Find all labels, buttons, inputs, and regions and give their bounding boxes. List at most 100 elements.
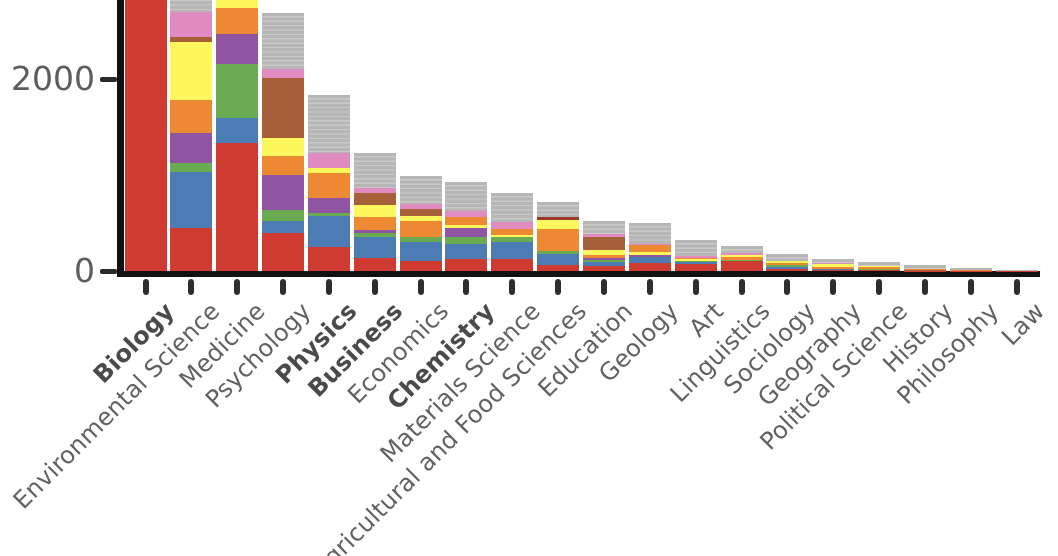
bar-segment-orange [216, 8, 259, 34]
bar-segment-green [583, 260, 625, 262]
bar-sociology [766, 254, 809, 271]
bar-segment-green [766, 265, 809, 268]
bar-segment-orange [766, 263, 809, 266]
bar-segment-blue [766, 267, 809, 270]
bar-segment-orange [307, 173, 350, 199]
bar-segment-gray [720, 246, 763, 253]
x-tick-political-science [876, 279, 883, 295]
bar-segment-gray [445, 182, 488, 211]
bar-segment-gray [491, 193, 534, 223]
bar-segment-orange [812, 266, 855, 269]
bar-segment-pink [720, 252, 763, 255]
bar-segment-yellow [445, 225, 488, 229]
bar-business [353, 152, 396, 271]
bar-physics [307, 95, 350, 271]
bar-segment-blue [628, 256, 671, 263]
bar-segment-red [399, 260, 442, 271]
bar-segment-gray [628, 222, 671, 244]
x-tick-physics [325, 279, 332, 295]
x-tick-education [601, 279, 607, 295]
bar-segment-orange [491, 228, 534, 235]
bar-segment-green [399, 236, 442, 242]
x-tick-materials-science [509, 279, 516, 295]
bar-segment-green [445, 237, 488, 244]
x-tick-psychology [280, 279, 287, 295]
bar-segment-blue [491, 242, 534, 259]
y-axis-line [117, 0, 124, 277]
bar-segment-gray [170, 0, 213, 12]
bar-segment-red [491, 259, 534, 271]
bar-segment-orange [628, 245, 671, 253]
bar-segment-gray [353, 152, 396, 188]
x-tick-art [692, 279, 699, 295]
bar-segment-pink [812, 262, 855, 265]
bar-segment-brown [170, 36, 213, 42]
bar-segment-pink [307, 153, 350, 169]
bar-segment-orange [262, 156, 305, 175]
bar-segment-orange [583, 255, 625, 258]
bar-segment-pink [583, 233, 625, 237]
bar-segment-green [674, 260, 717, 263]
bar-segment-blue [812, 268, 855, 270]
bar-segment-yellow [537, 219, 580, 230]
bar-segment-blue [216, 118, 259, 144]
bar-segment-gray [766, 254, 809, 261]
bar-history [903, 264, 946, 271]
bar-segment-orange [445, 217, 488, 226]
bar-segment-gray [537, 201, 580, 217]
bar-chemistry [445, 182, 488, 271]
bar-segment-purple [262, 174, 305, 210]
bar-segment-orange [720, 257, 763, 260]
bar-segment-green [858, 268, 901, 271]
x-tick-medicine [234, 279, 241, 295]
bar-segment-gray [995, 269, 1038, 271]
bar-segment-red [537, 265, 580, 271]
bar-segment-orange [399, 221, 442, 237]
y-tick-0 [100, 268, 117, 274]
bar-art [674, 239, 717, 271]
bar-segment-green [170, 162, 213, 173]
bar-segment-brown [903, 269, 946, 271]
bar-segment-green [307, 212, 350, 217]
bar-segment-red [445, 259, 488, 271]
bar-segment-blue [583, 261, 625, 266]
bar-economics [399, 175, 442, 271]
bar-segment-pink [262, 68, 305, 79]
bar-segment-red [858, 270, 901, 271]
bar-segment-green [491, 237, 534, 243]
bar-law [995, 269, 1038, 271]
x-tick-environmental-science [188, 279, 195, 295]
x-tick-sociology [784, 279, 791, 295]
bar-segment-green [353, 233, 396, 237]
bar-segment-yellow [170, 41, 213, 101]
x-tick-geography [830, 279, 837, 295]
bar-segment-gray [674, 239, 717, 257]
bar-segment-gray [399, 175, 442, 205]
x-tick-economics [417, 279, 424, 295]
bar-segment-yellow [858, 265, 901, 268]
bar-segment-maroon [537, 216, 580, 220]
bar-segment-yellow [766, 260, 809, 264]
x-tick-philosophy [967, 279, 974, 295]
bar-segment-red [674, 263, 717, 271]
bar-education [583, 221, 625, 271]
bar-segment-blue [353, 236, 396, 259]
bar-segment-red [583, 265, 625, 271]
bar-segment-blue [170, 172, 213, 228]
bar-segment-brown [262, 78, 305, 139]
y-axis-label-0: 0 [74, 251, 95, 290]
bar-segment-pink [628, 243, 671, 246]
bar-segment-pink [170, 11, 213, 37]
bar-segment-purple [170, 132, 213, 163]
x-tick-biology [142, 279, 149, 295]
bar-environmental-science [170, 0, 213, 271]
bar-segment-purple [583, 257, 625, 261]
bar-segment-yellow [720, 254, 763, 258]
bar-segment-pink [399, 204, 442, 210]
bar-segment-red [124, 0, 167, 271]
bar-segment-gray [262, 12, 305, 69]
bar-psychology [262, 12, 305, 271]
bar-segment-green [537, 251, 580, 255]
bar-segment-pink [353, 187, 396, 194]
